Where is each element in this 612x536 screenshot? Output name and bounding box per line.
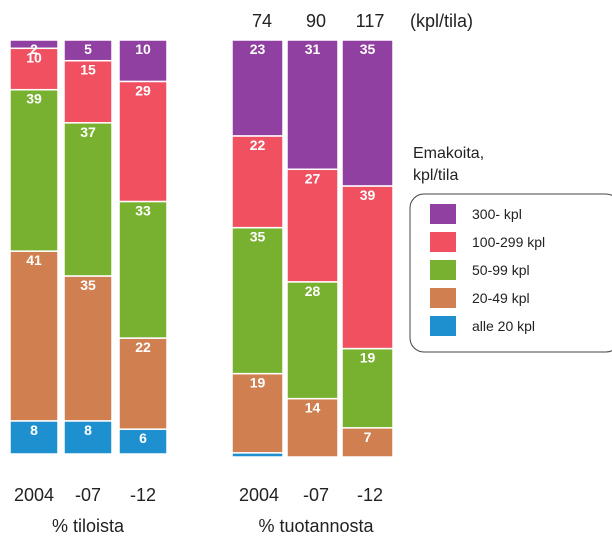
- data-label: 35: [80, 277, 96, 293]
- data-label: 10: [135, 41, 151, 57]
- legend-title: kpl/tila: [413, 167, 458, 184]
- category-label: -12: [357, 485, 383, 505]
- data-label: 35: [250, 229, 266, 245]
- top-label: 74: [252, 11, 272, 31]
- bar-segment: [341, 347, 394, 429]
- data-label: 7: [364, 429, 372, 445]
- legend-swatch: [430, 232, 456, 252]
- bar-segment: [286, 281, 339, 400]
- bar-segment: [286, 39, 339, 171]
- data-label: 2: [30, 41, 38, 57]
- bar-segment: [9, 47, 59, 91]
- legend-label: 300- kpl: [472, 206, 522, 222]
- bar-segment: [231, 372, 284, 454]
- data-label: 35: [360, 41, 376, 57]
- data-label: 15: [80, 62, 96, 78]
- data-label: 5: [84, 41, 92, 57]
- data-label: 19: [360, 350, 376, 366]
- x-axis-label: % tuotannosta: [258, 516, 374, 536]
- bar-segment: [63, 275, 113, 422]
- bar-segment: [286, 168, 339, 283]
- bar-segment: [231, 226, 284, 375]
- bar-segment: [63, 420, 113, 455]
- data-label: 6: [139, 430, 147, 446]
- bar-segment: [118, 80, 168, 203]
- legend-label: 50-99 kpl: [472, 262, 530, 278]
- legend-label: 100-299 kpl: [472, 234, 545, 250]
- bar-segment: [341, 39, 394, 187]
- bar-segment: [341, 185, 394, 350]
- top-label: 117: [356, 11, 385, 31]
- legend-swatch: [430, 288, 456, 308]
- legend-swatch: [430, 260, 456, 280]
- data-label: 8: [30, 422, 38, 438]
- data-label: 27: [305, 170, 321, 186]
- data-label: 39: [360, 187, 376, 203]
- data-label: 33: [135, 202, 151, 218]
- category-label: -07: [75, 485, 101, 505]
- data-label: 39: [26, 91, 42, 107]
- legend-swatch: [430, 204, 456, 224]
- bar-segment: [231, 39, 284, 137]
- bar-segment: [341, 427, 394, 458]
- data-label: 8: [84, 422, 92, 438]
- data-label: 31: [305, 41, 321, 57]
- legend-label: alle 20 kpl: [472, 318, 535, 334]
- bar-segment: [63, 39, 113, 62]
- bar-segment: [118, 200, 168, 339]
- category-label: 2004: [239, 485, 279, 505]
- legend-label: 20-49 kpl: [472, 290, 530, 306]
- top-label: 90: [306, 11, 326, 31]
- bar-segment: [9, 250, 59, 422]
- data-label: 23: [250, 41, 266, 57]
- data-label: 22: [135, 339, 151, 355]
- data-label: 41: [26, 252, 42, 268]
- data-label: 19: [250, 375, 266, 391]
- bar-segment: [118, 39, 168, 83]
- data-label: 29: [135, 82, 151, 98]
- legend-box: [409, 193, 612, 353]
- bar-segment: [63, 122, 113, 277]
- data-label: 10: [26, 49, 42, 65]
- legend-title: Emakoita,: [413, 145, 484, 162]
- category-label: -12: [130, 485, 156, 505]
- data-label: 22: [250, 137, 266, 153]
- data-label: 14: [305, 400, 321, 416]
- x-axis-label: % tiloista: [52, 516, 125, 536]
- data-label: 28: [305, 283, 321, 299]
- category-label: -07: [303, 485, 329, 505]
- bar-segment: [9, 420, 59, 455]
- bar-segment: [118, 428, 168, 455]
- top-unit-label: (kpl/tila): [410, 11, 473, 31]
- legend-swatch: [430, 316, 456, 336]
- bar-segment: [9, 88, 59, 252]
- bar-segment: [63, 59, 113, 124]
- category-label: 2004: [14, 485, 54, 505]
- data-label: 37: [80, 124, 96, 140]
- bar-segment: [9, 39, 59, 50]
